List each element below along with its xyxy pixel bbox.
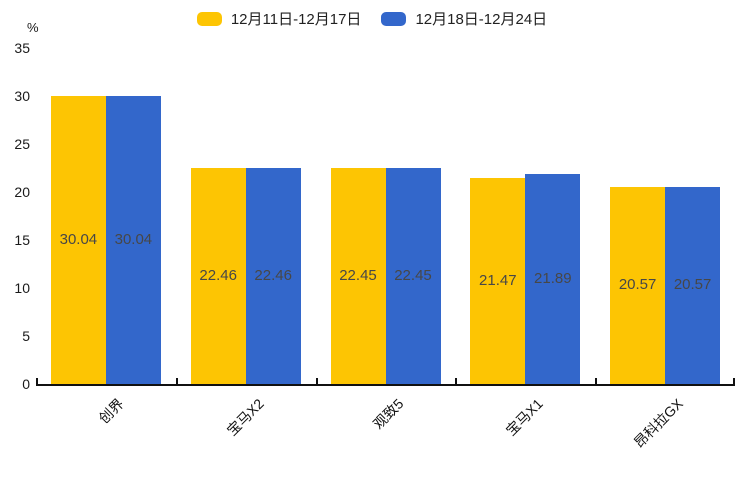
bar-value-label: 30.04	[114, 230, 153, 248]
x-axis-category-label: 创界	[95, 395, 127, 427]
x-axis-tick	[733, 378, 735, 384]
y-axis-tick-label: 5	[22, 328, 30, 344]
bar-series1: 21.47	[470, 177, 526, 384]
bar-value-label: 30.04	[59, 230, 98, 248]
legend-swatch	[196, 11, 222, 26]
bar-value-label: 21.47	[479, 271, 517, 289]
bar-value-label: 22.46	[254, 267, 292, 285]
x-axis-category-label: 昂科拉GX	[630, 395, 686, 451]
y-axis-unit-label: %	[27, 20, 39, 35]
legend-label: 12月11日-12月17日	[230, 11, 362, 28]
y-axis-tick-label: 0	[22, 376, 30, 392]
bar-series2: 30.04	[105, 95, 161, 384]
x-axis-tick	[595, 378, 598, 384]
bar-series1: 20.57	[610, 186, 666, 384]
bar-series2: 22.45	[385, 168, 441, 384]
bar-value-label: 22.45	[339, 267, 377, 285]
x-axis-category-label: 观致5	[369, 395, 407, 433]
x-axis-labels: 创界 宝马X2 观致5 宝马X1 昂科拉GX	[36, 388, 735, 488]
x-axis-tick	[36, 378, 38, 384]
y-axis-tick-label: 20	[14, 184, 30, 200]
plot-area: 30.04 30.04 22.46 22.46 22.45 22.45 21.47 21.89…	[36, 48, 735, 386]
bar-series1: 22.45	[330, 168, 386, 384]
x-axis-tick	[315, 378, 318, 384]
y-axis-tick-label: 15	[14, 232, 30, 248]
y-axis-tick-label: 30	[14, 88, 30, 104]
legend-item-week2[interactable]: 12月18日-12月24日	[381, 8, 547, 29]
x-axis-category-label: 宝马X2	[223, 395, 267, 439]
y-axis-tick-label: 10	[14, 280, 30, 296]
bar-value-label: 22.46	[199, 267, 237, 285]
legend: 12月11日-12月17日 12月18日-12月24日	[0, 8, 744, 29]
x-axis-tick	[455, 378, 458, 384]
legend-item-week1[interactable]: 12月11日-12月17日	[196, 8, 362, 29]
bar-series1: 22.46	[190, 168, 246, 384]
bar-series2: 20.57	[665, 186, 721, 384]
x-axis-tick	[175, 378, 178, 384]
bar-series2: 22.46	[245, 168, 301, 384]
legend-label: 12月18日-12月24日	[415, 11, 548, 28]
bar-value-label: 22.45	[394, 267, 432, 285]
y-axis-tick-label: 35	[14, 40, 30, 56]
bar-value-label: 20.57	[673, 276, 712, 294]
bar-value-label: 20.57	[618, 276, 657, 294]
x-axis-category-label: 宝马X1	[502, 395, 547, 439]
bar-series2: 21.89	[525, 173, 581, 384]
bar-value-label: 21.89	[534, 269, 572, 287]
bar-series1: 30.04	[50, 95, 106, 384]
y-axis-tick-label: 25	[14, 136, 30, 152]
legend-swatch	[381, 11, 407, 26]
